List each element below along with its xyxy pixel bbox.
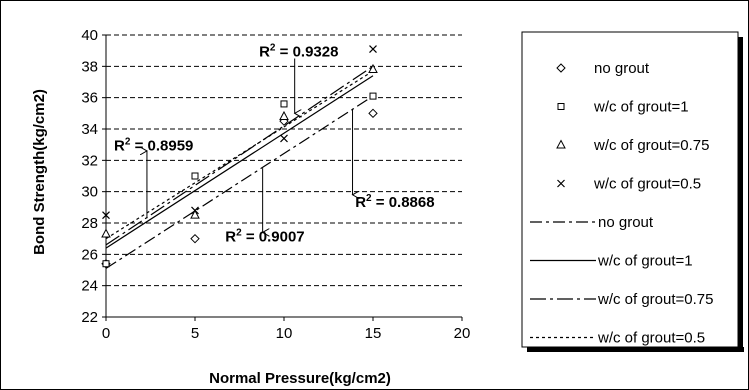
data-point-square — [102, 260, 110, 268]
legend-symbol-cross — [557, 179, 565, 188]
legend: no grout w/c of grout=1 w/c of grout=0.75 w… — [521, 31, 744, 352]
r-squared-label-3: R2 = 0.9007 — [225, 227, 304, 245]
r-squared-label-1: R2 = 0.9328 — [259, 42, 338, 60]
legend-label: w/c of grout=1 — [593, 99, 689, 116]
data-point-triangle — [190, 209, 200, 219]
r-squared-annotations: R2 = 0.9328 R2 = 0.8959 R2 = 0.9007 R2 = 0.… — [114, 42, 435, 245]
x-tick-label: 5 — [191, 325, 199, 342]
tick-labels: 22 24 26 28 30 32 34 36 38 40 0 5 10 15 20 — [81, 27, 470, 342]
legend-entry: w/c of grout=0.75 — [556, 137, 710, 154]
legend-label: w/c of grout=0.75 — [593, 137, 710, 154]
legend-symbol-square — [557, 103, 565, 110]
r-squared-label-4: R2 = 0.8868 — [355, 193, 434, 211]
y-tick-label: 24 — [81, 278, 98, 295]
trendline-3 — [105, 65, 374, 246]
data-point-square — [280, 100, 288, 108]
legend-entry: w/c of grout=0.5 — [530, 330, 705, 347]
legend-symbol-diamond — [556, 63, 566, 73]
axes — [102, 34, 463, 321]
legend-entry: w/c of grout=0.5 — [557, 176, 701, 193]
legend-label: w/c of grout=0.5 — [593, 176, 701, 193]
y-tick-label: 22 — [81, 309, 98, 326]
data-point-cross — [369, 45, 377, 54]
legend-label: no grout — [598, 214, 654, 231]
grid-lines — [106, 34, 462, 287]
y-tick-label: 30 — [81, 184, 98, 201]
legend-entry: w/c of grout=1 — [557, 99, 689, 116]
legend-label: w/c of grout=1 — [597, 253, 693, 270]
legend-label: w/c of grout=0.75 — [597, 291, 714, 308]
y-tick-label: 38 — [81, 58, 98, 75]
data-point-triangle — [101, 228, 111, 238]
data-point-triangle — [279, 110, 289, 120]
legend-shadow — [527, 347, 744, 352]
legend-label: w/c of grout=0.5 — [597, 330, 705, 347]
y-axis-title: Bond Strength(kg/cm2) — [31, 89, 48, 255]
data-point-triangle — [368, 63, 378, 73]
legend-box — [521, 31, 739, 348]
y-tick-label: 32 — [81, 152, 98, 169]
legend-entry: no grout — [556, 60, 650, 77]
x-tick-label: 20 — [454, 325, 471, 342]
trendline-1 — [105, 95, 374, 269]
data-point-cross — [191, 206, 199, 215]
legend-label: no grout — [594, 60, 650, 77]
legend-entry: w/c of grout=1 — [530, 253, 693, 270]
trendline-4 — [105, 70, 374, 240]
x-axis-title: Normal Pressure(kg/cm2) — [209, 370, 391, 387]
y-tick-label: 28 — [81, 215, 98, 232]
y-tick-label: 40 — [81, 27, 98, 44]
legend-entry: w/c of grout=0.75 — [530, 291, 714, 308]
x-tick-label: 15 — [365, 325, 382, 342]
data-point-square — [191, 172, 199, 180]
y-tick-label: 36 — [81, 90, 98, 107]
legend-shadow-side — [738, 37, 743, 352]
legend-entry: no grout — [530, 214, 654, 231]
trendline-2 — [105, 75, 374, 249]
trendlines — [105, 65, 374, 269]
data-point-square — [369, 92, 377, 100]
data-point-diamond — [368, 108, 378, 119]
r-squared-label-2: R2 = 0.8959 — [114, 136, 193, 154]
y-tick-label: 26 — [81, 246, 98, 263]
data-point-diamond — [190, 233, 200, 244]
data-markers — [101, 45, 378, 269]
x-tick-label: 0 — [102, 325, 110, 342]
x-tick-label: 10 — [276, 325, 293, 342]
data-point-cross — [102, 211, 110, 220]
y-tick-label: 34 — [81, 121, 98, 138]
legend-symbol-triangle — [556, 139, 566, 149]
data-point-cross — [280, 134, 288, 143]
